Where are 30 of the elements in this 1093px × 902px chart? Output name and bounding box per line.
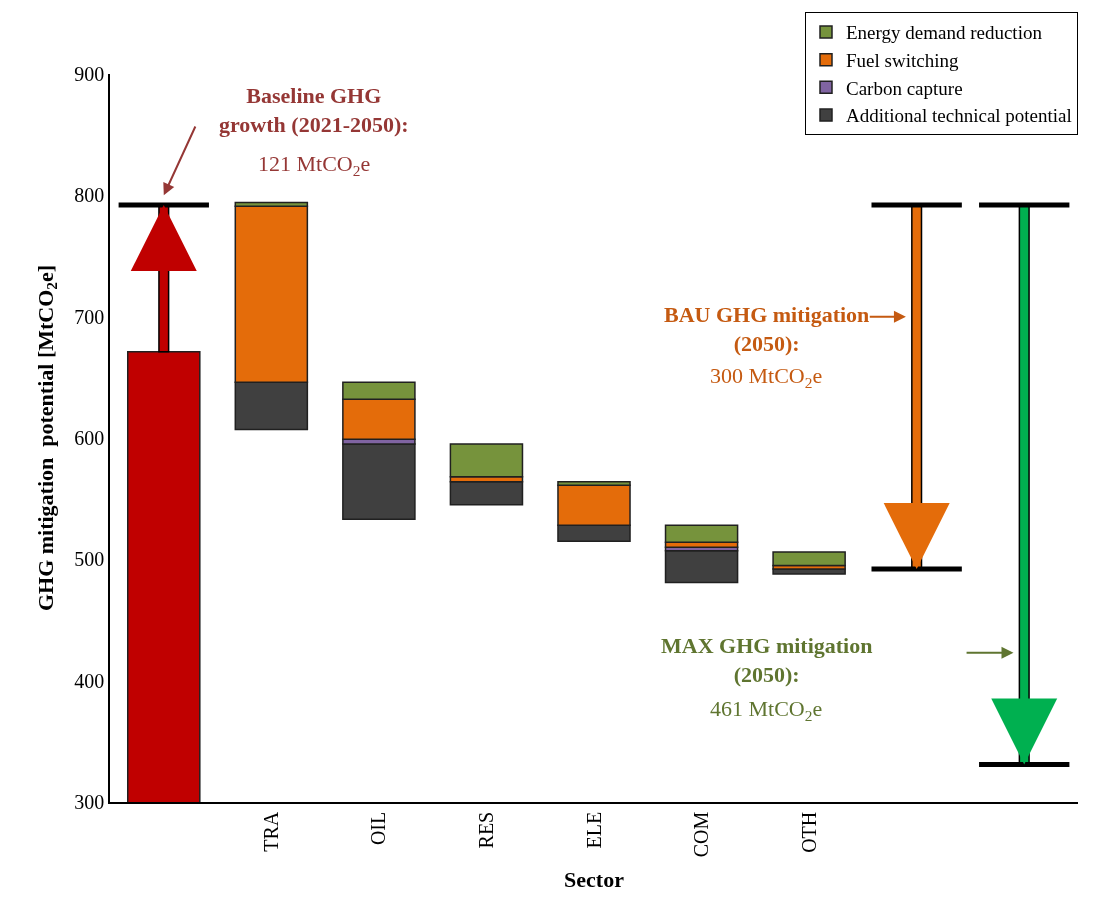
y-tick-label: 900 bbox=[74, 63, 105, 85]
legend-label: Carbon capture bbox=[846, 77, 963, 99]
annotation: 300 MtCO$_{2}$e bbox=[710, 363, 823, 391]
x-tick-label: OIL bbox=[367, 811, 390, 846]
x-tick-label: RES bbox=[474, 811, 497, 849]
legend-label: Energy demand reduction bbox=[846, 22, 1043, 44]
y-tick-label: 300 bbox=[74, 791, 105, 813]
annotation: Baseline GHG growth (2021-2050): bbox=[219, 83, 409, 137]
y-tick-label: 800 bbox=[74, 184, 105, 207]
annotation: 121 MtCO$_{2}$e bbox=[258, 151, 371, 179]
bar bbox=[449, 480, 524, 506]
bar bbox=[664, 524, 739, 544]
y-tick-label: 400 bbox=[74, 669, 105, 692]
bar bbox=[342, 443, 416, 521]
bar bbox=[772, 551, 846, 567]
x-tick-label: ELE bbox=[582, 811, 605, 849]
x-tick-label: TRA bbox=[259, 811, 282, 852]
y-tick-label: 500 bbox=[74, 548, 105, 571]
x-axis-title: Sector bbox=[564, 866, 625, 892]
y-tick-label: 600 bbox=[74, 427, 105, 449]
bar bbox=[664, 550, 739, 584]
annotation: MAX GHG mitigation (2050): bbox=[661, 633, 873, 687]
x-tick-label: OTH bbox=[797, 811, 820, 853]
y-tick-label: 700 bbox=[74, 305, 105, 328]
annotation: BAU GHG mitigation (2050): bbox=[664, 302, 870, 356]
x-tick-label: COM bbox=[690, 811, 713, 858]
bar bbox=[449, 443, 524, 478]
legend-label: Fuel switching bbox=[846, 50, 959, 72]
annotation: 461 MtCO$_{2}$e bbox=[710, 696, 823, 724]
legend-label: Additional technical potential bbox=[846, 105, 1072, 127]
